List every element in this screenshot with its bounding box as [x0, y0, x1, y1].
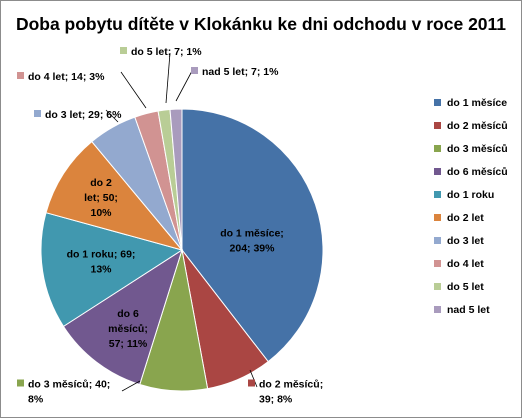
data-label-key-10: [191, 67, 198, 74]
data-label-4: do 6 měsíců; 57; 11%: [108, 308, 148, 350]
leader-line-10: [175, 70, 193, 102]
legend-item-3: do 3 měsíců: [434, 142, 522, 156]
legend-item-2: do 2 měsíců: [434, 119, 522, 133]
data-label-line: do 2 měsíců;: [259, 379, 323, 391]
legend-swatch: [434, 260, 441, 267]
data-label-line: 8%: [28, 394, 44, 406]
data-label-line: do 3 let; 29; 6%: [45, 109, 122, 121]
data-label-line: do 6: [117, 308, 139, 320]
legend-swatch: [434, 168, 441, 175]
data-label-line: 39; 8%: [259, 394, 293, 406]
leader-line-3: [121, 380, 141, 392]
legend-item-1: do 1 měsíce: [434, 96, 522, 110]
data-label-line: 57; 11%: [109, 338, 148, 350]
legend-swatch: [434, 283, 441, 290]
data-label-3: do 3 měsíců; 40; 8%: [17, 379, 110, 406]
data-label-line: 204; 39%: [230, 243, 276, 255]
data-label-line: do 1 měsíce;: [220, 228, 284, 240]
legend-label: nad 5 let: [447, 304, 490, 316]
data-label-line: do 3 měsíců; 40;: [28, 379, 110, 391]
data-label-6: do 2 let; 50; 10%: [84, 177, 118, 219]
pie-slice-4: [62, 248, 183, 386]
leader-line-2: [249, 369, 258, 388]
leader-line-9: [165, 52, 171, 104]
data-label-line: do 2: [90, 177, 112, 189]
legend-swatch: [434, 99, 441, 106]
leader-line-8: [120, 71, 147, 109]
legend-label: do 1 měsíce: [447, 97, 508, 109]
legend-swatch: [434, 214, 441, 221]
legend-label: do 4 let: [447, 258, 484, 270]
legend-label: do 2 let: [447, 212, 484, 224]
legend-swatch: [434, 237, 441, 244]
data-label-line: 13%: [90, 264, 112, 276]
data-label-7: do 3 let; 29; 6%: [34, 109, 122, 121]
data-label-key-2: [248, 379, 255, 387]
legend-label: do 5 let: [447, 281, 484, 293]
data-label-key-9: [120, 47, 127, 54]
data-label-key-7: [34, 110, 41, 117]
data-label-line: měsíců;: [108, 323, 148, 335]
legend-swatch: [434, 191, 441, 198]
pie-slice-5: [40, 212, 184, 328]
legend-item-10: nad 5 let: [434, 303, 522, 317]
legend-label: do 2 měsíců: [447, 120, 508, 132]
data-label-1: do 1 měsíce; 204; 39%: [220, 228, 284, 255]
data-label-line: let; 50;: [84, 192, 118, 204]
legend-label: do 1 roku: [447, 189, 495, 201]
data-label-key-3: [17, 379, 24, 387]
leader-line-7: [105, 109, 119, 123]
legend-label: do 3 měsíců: [447, 143, 508, 155]
legend-item-5: do 1 roku: [434, 188, 522, 202]
pie-slice-6: [45, 140, 184, 251]
data-label-10: nad 5 let; 7; 1%: [191, 66, 279, 78]
legend-item-6: do 2 let: [434, 211, 522, 225]
legend-label: do 3 let: [447, 235, 484, 247]
legend-item-8: do 4 let: [434, 257, 522, 271]
legend-swatch: [434, 122, 441, 129]
data-label-line: do 1 roku; 69;: [67, 249, 136, 261]
legend-item-9: do 5 let: [434, 280, 522, 294]
legend-swatch: [434, 306, 441, 313]
legend-label: do 6 měsíců: [447, 166, 508, 178]
data-label-line: 10%: [90, 207, 112, 219]
data-label-9: do 5 let; 7; 1%: [120, 46, 202, 58]
data-label-line: do 5 let; 7; 1%: [131, 46, 202, 58]
chart-title: Doba pobytu dítěte v Klokánku ke dni odc…: [15, 14, 507, 34]
data-label-key-8: [17, 72, 24, 79]
data-label-line: nad 5 let; 7; 1%: [202, 66, 279, 78]
data-label-line: do 4 let; 14; 3%: [28, 71, 105, 83]
data-label-2: do 2 měsíců; 39; 8%: [248, 379, 323, 406]
legend-swatch: [434, 145, 441, 152]
legend-item-4: do 6 měsíců: [434, 165, 522, 179]
pie-slice-10: [169, 108, 183, 251]
data-label-5: do 1 roku; 69; 13%: [67, 249, 136, 276]
data-label-8: do 4 let; 14; 3%: [17, 71, 105, 83]
legend-item-7: do 3 let: [434, 234, 522, 248]
pie-slice-1: [181, 108, 324, 363]
